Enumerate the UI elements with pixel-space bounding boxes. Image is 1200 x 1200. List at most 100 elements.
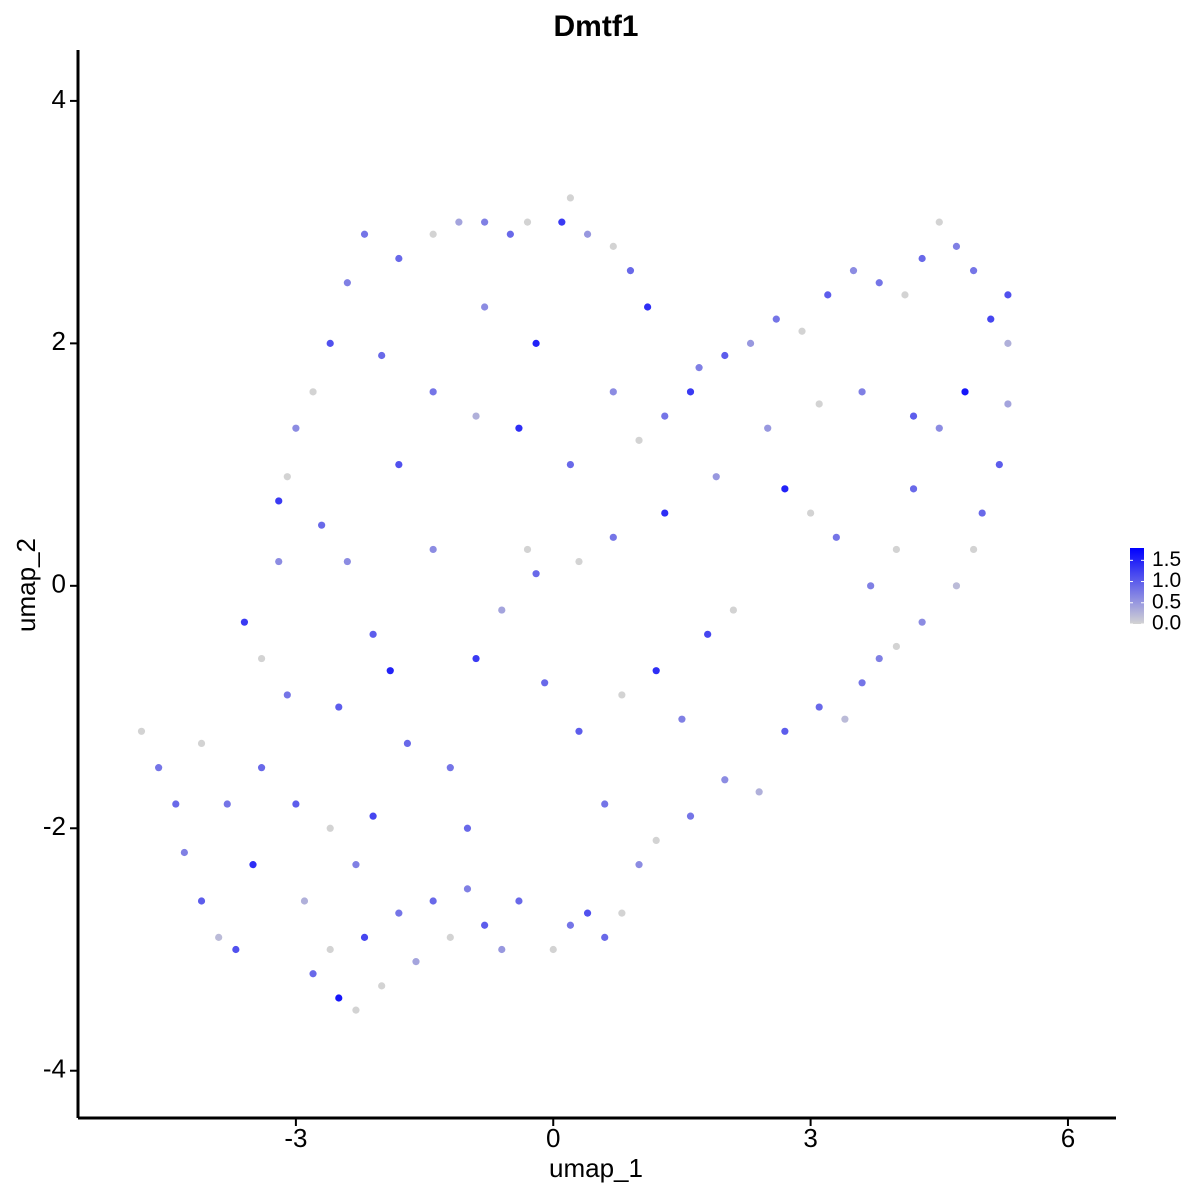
point bbox=[832, 533, 840, 541]
point bbox=[1004, 291, 1012, 299]
point bbox=[909, 485, 918, 493]
point bbox=[455, 218, 463, 226]
point bbox=[197, 897, 206, 905]
point bbox=[257, 654, 266, 663]
point bbox=[815, 400, 823, 408]
point bbox=[197, 739, 206, 748]
point bbox=[429, 897, 437, 905]
point bbox=[635, 436, 643, 444]
point bbox=[369, 630, 377, 638]
point bbox=[463, 824, 472, 832]
point bbox=[978, 509, 986, 517]
colorbar bbox=[1130, 548, 1144, 624]
point bbox=[326, 339, 334, 347]
point bbox=[841, 715, 849, 723]
point bbox=[326, 824, 334, 832]
point bbox=[575, 557, 583, 566]
point bbox=[969, 545, 978, 554]
point bbox=[463, 885, 472, 893]
point bbox=[935, 424, 943, 432]
point bbox=[849, 267, 858, 275]
x-tick-label: -3 bbox=[284, 1123, 307, 1153]
point bbox=[223, 800, 231, 808]
y-tick-label: 0 bbox=[52, 569, 66, 599]
point bbox=[352, 861, 360, 869]
point bbox=[215, 933, 223, 941]
point bbox=[807, 509, 815, 517]
point bbox=[781, 727, 789, 735]
y-tick-label: 4 bbox=[52, 84, 66, 114]
point bbox=[481, 921, 489, 929]
point bbox=[935, 218, 943, 226]
point bbox=[618, 691, 626, 699]
point bbox=[686, 388, 695, 396]
point bbox=[661, 412, 669, 420]
point bbox=[626, 267, 635, 275]
point bbox=[283, 691, 291, 699]
point bbox=[335, 994, 343, 1002]
point bbox=[583, 909, 592, 917]
point bbox=[618, 909, 626, 917]
point bbox=[343, 279, 351, 287]
point bbox=[652, 667, 660, 675]
point bbox=[858, 679, 866, 687]
point bbox=[918, 618, 926, 626]
point bbox=[558, 218, 566, 226]
point bbox=[403, 739, 412, 748]
point bbox=[644, 303, 652, 311]
point bbox=[1004, 400, 1012, 408]
point bbox=[309, 970, 317, 978]
point bbox=[318, 521, 326, 529]
point bbox=[695, 364, 703, 372]
y-tick-label: -2 bbox=[43, 811, 66, 841]
point bbox=[652, 836, 660, 844]
point bbox=[395, 909, 403, 917]
point bbox=[352, 1006, 360, 1014]
point bbox=[137, 727, 146, 735]
point bbox=[369, 812, 377, 820]
point bbox=[824, 291, 832, 299]
x-tick-label: 0 bbox=[546, 1123, 560, 1153]
point bbox=[575, 727, 583, 735]
point bbox=[498, 606, 506, 614]
point bbox=[378, 351, 386, 360]
point bbox=[446, 933, 454, 941]
point bbox=[781, 485, 789, 493]
point bbox=[360, 230, 369, 238]
point bbox=[549, 945, 557, 954]
point bbox=[601, 933, 609, 941]
point bbox=[386, 667, 394, 675]
point bbox=[609, 388, 617, 396]
x-tick-label: 6 bbox=[1061, 1123, 1075, 1153]
point bbox=[729, 606, 737, 614]
point bbox=[335, 703, 343, 711]
point bbox=[326, 945, 334, 954]
point bbox=[601, 800, 609, 808]
point bbox=[755, 788, 763, 796]
point bbox=[661, 509, 669, 517]
point bbox=[995, 460, 1003, 469]
point bbox=[892, 545, 900, 554]
point bbox=[609, 242, 617, 250]
point bbox=[343, 557, 351, 566]
point bbox=[686, 812, 695, 820]
point bbox=[875, 654, 883, 663]
colorbar-tick-label: 0.5 bbox=[1152, 590, 1181, 613]
point bbox=[566, 194, 575, 202]
point bbox=[918, 254, 926, 263]
point bbox=[155, 764, 163, 772]
point bbox=[378, 982, 386, 990]
x-tick-label: 3 bbox=[803, 1123, 817, 1153]
point bbox=[798, 327, 806, 335]
point bbox=[858, 388, 866, 396]
point bbox=[961, 388, 969, 396]
point bbox=[249, 861, 257, 869]
point bbox=[764, 424, 772, 432]
point bbox=[360, 933, 369, 941]
point bbox=[892, 642, 900, 651]
point bbox=[429, 230, 437, 238]
point bbox=[292, 424, 300, 432]
point bbox=[292, 800, 300, 808]
point bbox=[867, 582, 875, 590]
